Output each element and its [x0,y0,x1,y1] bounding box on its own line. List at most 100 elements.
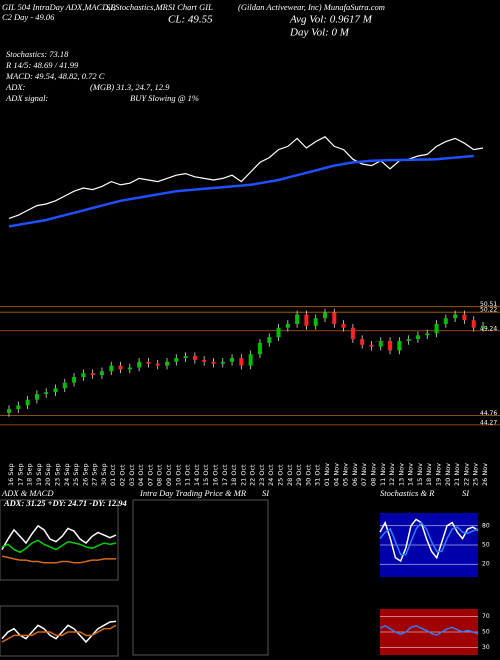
x-tick-label: 20 Nov [444,463,452,486]
candle-body [165,361,169,366]
y-tick-label: 49.24 [480,325,497,332]
x-tick-label: 15 Oct [202,464,210,486]
x-tick-label: 18 Sep [26,463,34,486]
candle-body [220,361,225,364]
x-tick-label: 05 Nov [342,463,350,486]
y-tick-label: 50 [482,542,490,549]
candle-body [388,340,393,351]
adx-signal: ADX signal: [5,93,48,103]
x-tick-label: 30 Sep [100,463,108,486]
chart-name: SI Chart GIL [168,2,213,12]
y-tick-label: 50.51 [480,301,497,308]
candle-body [323,312,327,319]
x-tick-label: 16 Oct [211,464,219,486]
candle-body [453,314,458,319]
panel-title: Intra Day Trading Price & MR [139,488,247,498]
x-tick-label: 25 Oct [277,464,285,486]
x-tick-label: 17 Sep [16,463,24,486]
series-line [1,624,117,643]
candle-body [462,314,467,321]
x-tick-label: 13 Nov [397,463,405,486]
candle-body [53,388,58,393]
x-tick-label: 07 Nov [360,463,368,486]
y-tick-label: 70 [482,613,490,620]
candle-body [248,354,253,366]
close: CL: 49.55 [168,14,213,26]
day-vol: Day Vol: 0 M [289,27,350,39]
series-line [379,521,479,556]
x-tick-label: 26 Sep [81,463,89,486]
candle-body [34,394,39,400]
candle-body [295,314,300,324]
candle-body [155,363,160,366]
candle-body [174,358,179,362]
candle-body [81,373,86,377]
x-tick-label: 08 Oct [156,464,164,486]
candle-body [341,323,346,328]
candle-body [7,409,11,413]
series-line [1,539,117,554]
x-tick-label: 24 Sep [63,463,71,486]
x-tick-label: 17 Oct [221,464,229,486]
candle-body [257,342,262,355]
x-tick-label: 19 Sep [35,463,43,486]
candle-body [378,340,383,347]
candle-body [90,373,95,376]
panel-title: ADX & MACD [1,488,54,498]
x-tick-label: 08 Nov [369,463,377,486]
x-tick-label: 27 Sep [91,463,99,486]
candle-body [434,323,439,334]
candle-body [99,371,104,376]
signal: BUY Slowing @ 1% [130,93,199,103]
candle-body [72,376,77,383]
candle-body [369,344,374,347]
x-tick-label: 22 Nov [462,463,470,486]
candle-body [415,335,420,340]
line [8,136,484,219]
candle-body [360,339,365,345]
candle-body [62,382,67,389]
macd: MACD: 49.54, 48.82, 0.72 C [5,71,105,81]
x-tick-label: 10 Oct [174,464,182,486]
candle-body [25,399,30,406]
x-tick-label: 09 Oct [165,464,173,486]
candle-body [211,361,216,364]
candle-body [406,339,411,341]
x-tick-label: 19 Nov [435,463,443,486]
panel-title: SI [462,488,470,498]
candle-body [44,392,49,395]
x-tick-label: 25 Sep [72,463,80,486]
code: GIL 504 IntraDay ADX,MACD,B [2,2,116,12]
x-tick-label: 18 Nov [425,463,433,486]
x-tick-label: 30 Oct [304,464,312,486]
adx: ADX: [5,82,26,92]
y-tick-label: 80 [482,522,490,529]
x-tick-label: 01 Nov [323,463,331,486]
y-tick-label: 44.27 [480,419,497,426]
candle-body [471,320,476,328]
x-tick-label: 26 Nov [481,463,489,486]
x-tick-label: 02 Oct [119,464,127,486]
x-tick-label: 24 Oct [267,464,275,486]
panel-frame [0,605,119,657]
empty-panel [132,499,269,656]
y-tick-label: 50.22 [480,307,497,314]
candle-body [276,327,281,338]
candle-body [146,361,151,364]
company: (Gildan Activewear, Inc) MunafaSutra.com [238,2,385,12]
y-tick-label: 30 [482,644,490,651]
candle-body [350,327,355,340]
day: C2 Day - 49.06 [2,12,55,22]
x-tick-label: 22 Oct [249,464,257,486]
avg-vol: Avg Vol: 0.9617 M [289,14,373,26]
x-tick-label: 25 Nov [472,463,480,486]
stoch: Stochastics: 73.18 [6,49,69,59]
candle-body [267,337,272,343]
menu: SI,Stochastics,MR [106,2,169,12]
x-tick-label: 14 Oct [193,464,201,486]
x-tick-label: 18 Oct [230,464,238,486]
x-tick-label: 20 Sep [44,463,52,486]
series-line [1,524,117,550]
line [8,154,474,228]
